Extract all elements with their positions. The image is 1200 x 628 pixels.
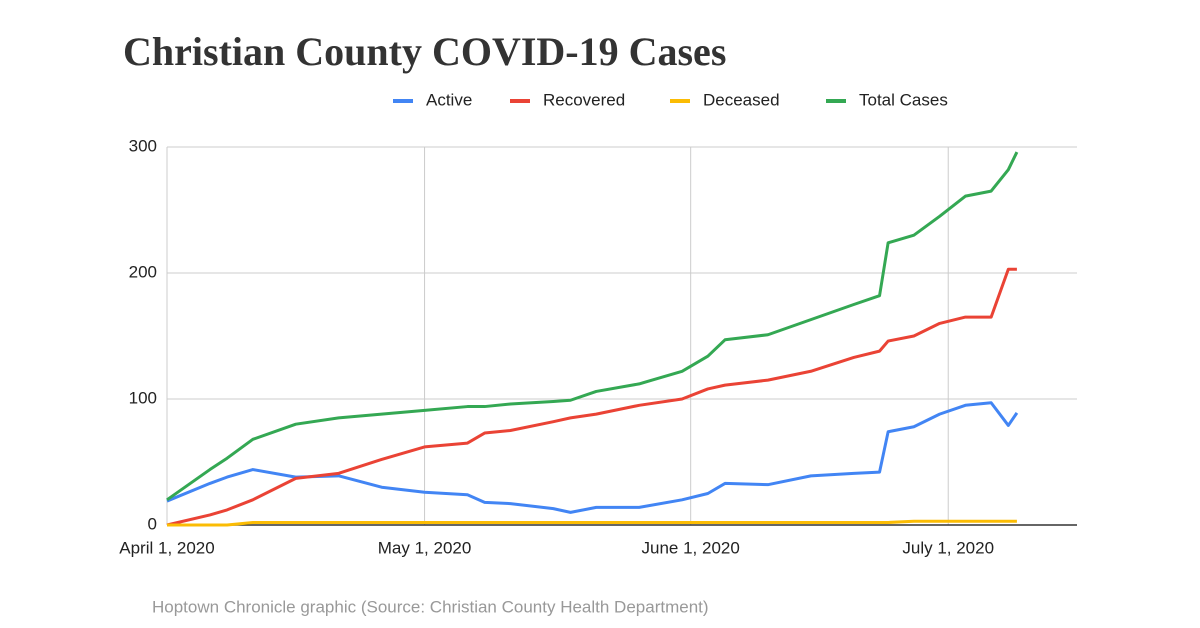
series-line (166, 151, 1019, 502)
legend-label: Deceased (703, 90, 780, 109)
x-tick-label: June 1, 2020 (642, 538, 740, 557)
chart-title: Christian County COVID-19 Cases (123, 29, 726, 74)
series-line (166, 267, 1017, 527)
x-tick-label: July 1, 2020 (902, 538, 994, 557)
series-line (166, 401, 1019, 514)
source-note: Hoptown Chronicle graphic (Source: Chris… (152, 597, 709, 616)
y-tick-label: 0 (148, 514, 157, 533)
legend-label: Recovered (543, 90, 625, 109)
series-line (167, 519, 1017, 527)
legend-label: Active (426, 90, 472, 109)
y-tick-label: 100 (129, 388, 157, 407)
x-tick-label: May 1, 2020 (378, 538, 472, 557)
legend-label: Total Cases (859, 90, 948, 109)
y-tick-label: 300 (129, 136, 157, 155)
y-tick-label: 200 (129, 262, 157, 281)
x-tick-label: April 1, 2020 (119, 538, 214, 557)
